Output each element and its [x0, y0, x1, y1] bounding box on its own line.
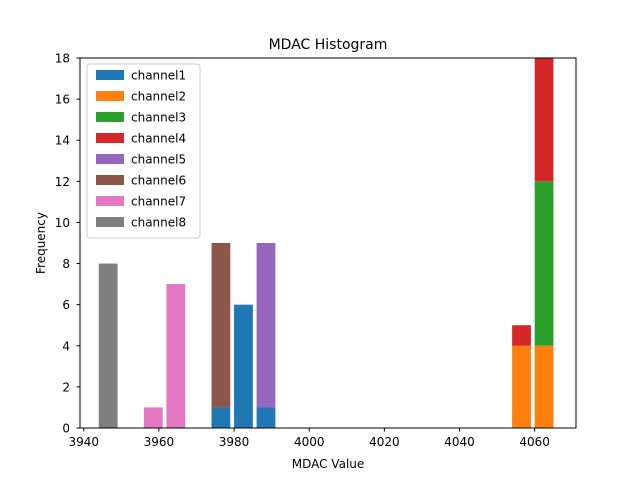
bar-channel6-0	[211, 243, 231, 408]
bar-channel4-0	[512, 325, 531, 346]
y-tick-label: 4	[62, 339, 70, 353]
y-tick-label: 10	[55, 216, 70, 230]
bars-layer	[98, 58, 554, 428]
legend-box	[86, 63, 201, 239]
y-tick-label: 18	[55, 52, 70, 66]
y-tick-label: 6	[62, 298, 70, 312]
legend-label-channel1: channel1	[131, 69, 186, 83]
legend-swatch-channel2	[96, 91, 124, 101]
legend-swatch-channel7	[96, 196, 124, 206]
x-tick-label: 3980	[219, 435, 250, 449]
bar-channel2-0	[512, 345, 531, 428]
x-tick-label: 4020	[369, 435, 400, 449]
y-tick-label: 12	[55, 175, 70, 189]
bar-channel1-0	[211, 407, 231, 428]
legend-swatch-channel3	[96, 112, 124, 122]
legend-swatch-channel8	[96, 217, 124, 227]
x-tick-label: 4040	[444, 435, 475, 449]
bar-channel3-0	[534, 181, 554, 346]
legend-swatch-channel6	[96, 175, 124, 185]
x-tick-label: 3940	[68, 435, 99, 449]
legend-label-channel5: channel5	[131, 153, 186, 167]
bar-channel2-1	[534, 345, 554, 428]
legend-label-channel7: channel7	[131, 195, 186, 209]
y-tick-label: 0	[62, 422, 70, 436]
bar-channel4-1	[534, 58, 554, 182]
x-axis-ticks: 3940 3960 3980 4000 4020 4040 4060	[68, 428, 550, 449]
bar-channel7-0	[143, 407, 163, 428]
legend-label-channel3: channel3	[131, 111, 186, 125]
legend-swatch-channel5	[96, 154, 124, 164]
legend-label-channel8: channel8	[131, 216, 186, 230]
x-tick-label: 4000	[294, 435, 325, 449]
y-axis-ticks: 0 2 4 6 8 10 12 14 16 18	[55, 52, 80, 436]
x-tick-label: 4060	[519, 435, 550, 449]
legend-swatch-channel4	[96, 133, 124, 143]
y-tick-label: 8	[62, 257, 70, 271]
y-axis-label: Frequency	[34, 212, 48, 274]
chart-title: MDAC Histogram	[269, 37, 388, 53]
legend-swatch-channel1	[96, 70, 124, 80]
y-tick-label: 14	[55, 134, 70, 148]
plot-frame	[79, 57, 577, 429]
legend-label-channel6: channel6	[131, 174, 186, 188]
legend-label-channel2: channel2	[131, 90, 186, 104]
bar-channel1-1	[234, 304, 253, 428]
x-axis-label: MDAC Value	[292, 457, 365, 471]
y-tick-label: 2	[62, 380, 70, 394]
bar-channel1-2	[256, 407, 276, 428]
x-tick-label: 3960	[144, 435, 175, 449]
bar-channel5-0	[256, 243, 276, 408]
bar-channel7-1	[166, 284, 186, 428]
y-tick-label: 16	[55, 93, 70, 107]
bar-channel8-0	[98, 263, 118, 428]
legend: channel1 channel2 channel3 channel4 channel5…	[86, 63, 201, 239]
legend-label-channel4: channel4	[131, 132, 186, 146]
